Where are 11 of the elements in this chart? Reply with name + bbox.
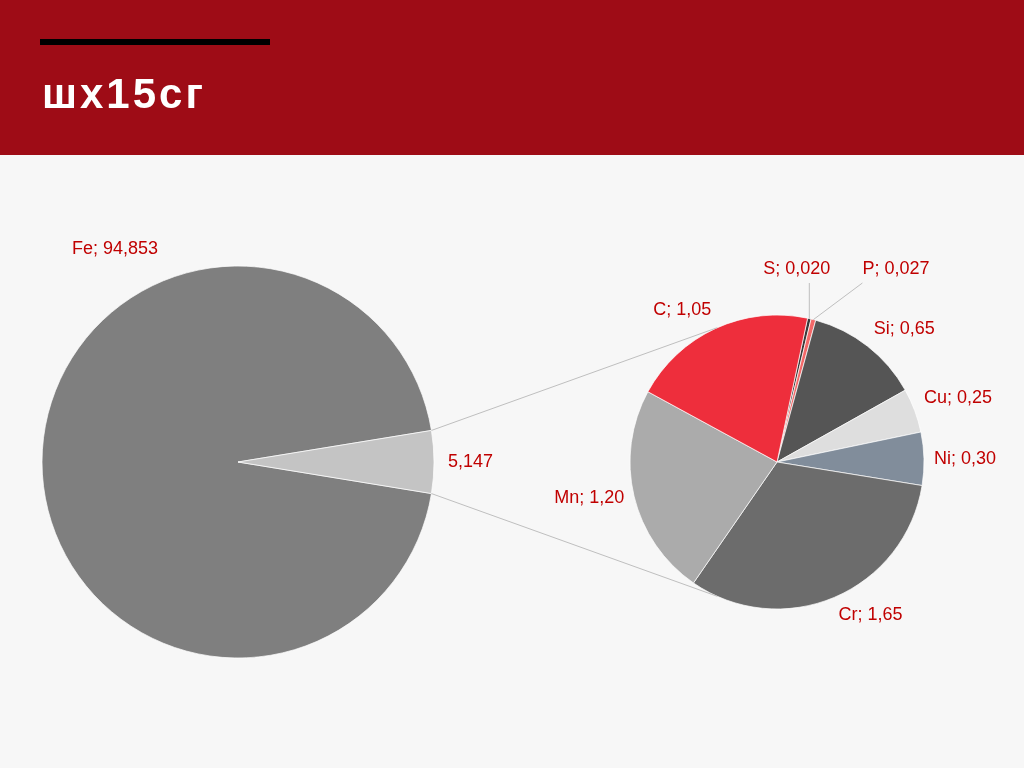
slice-label: Cr; 1,65 bbox=[838, 604, 903, 625]
slice-label: Fe; 94,853 bbox=[71, 237, 159, 258]
slice-label: S; 0,020 bbox=[763, 258, 831, 278]
data-label: 5,147 bbox=[448, 451, 494, 471]
slice-label: Mn; 1,20 bbox=[554, 487, 625, 508]
slice-label: Cu; 0,25 bbox=[924, 387, 993, 407]
slice-label: Si; 0,65 bbox=[873, 318, 935, 339]
slice-label: P; 0,027 bbox=[862, 258, 930, 278]
chart-title: шх15сг bbox=[42, 70, 206, 118]
slice-label: C; 1,05 bbox=[653, 299, 712, 320]
slice-label: Ni; 0,30 bbox=[933, 447, 997, 468]
